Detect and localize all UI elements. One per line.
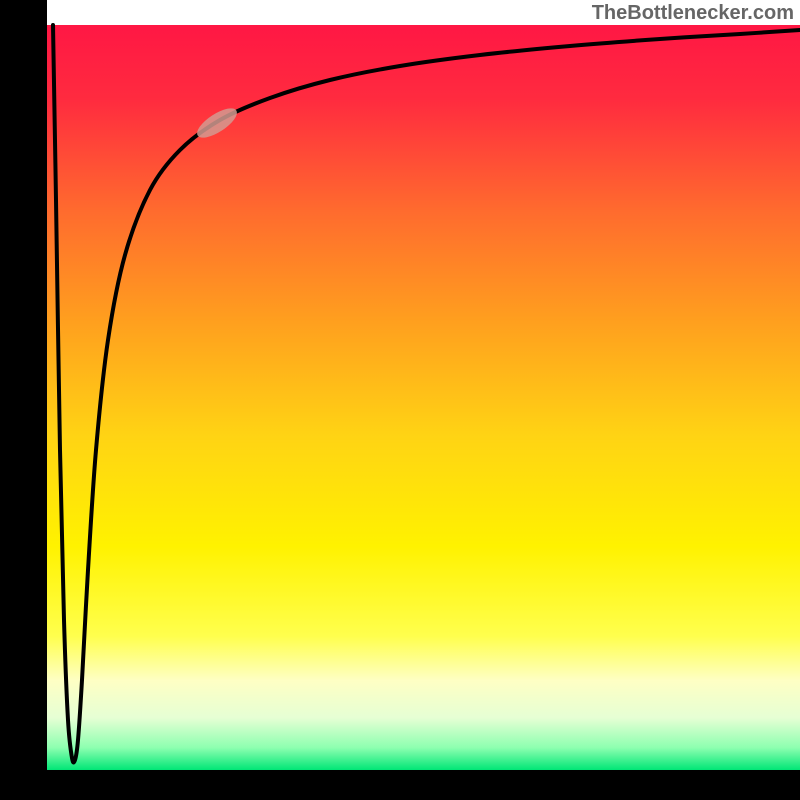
bottleneck-chart [0, 0, 800, 800]
chart-container: TheBottlenecker.com [0, 0, 800, 800]
left-margin [0, 0, 45, 800]
plot-background [45, 25, 800, 770]
watermark-text: TheBottlenecker.com [592, 2, 794, 25]
